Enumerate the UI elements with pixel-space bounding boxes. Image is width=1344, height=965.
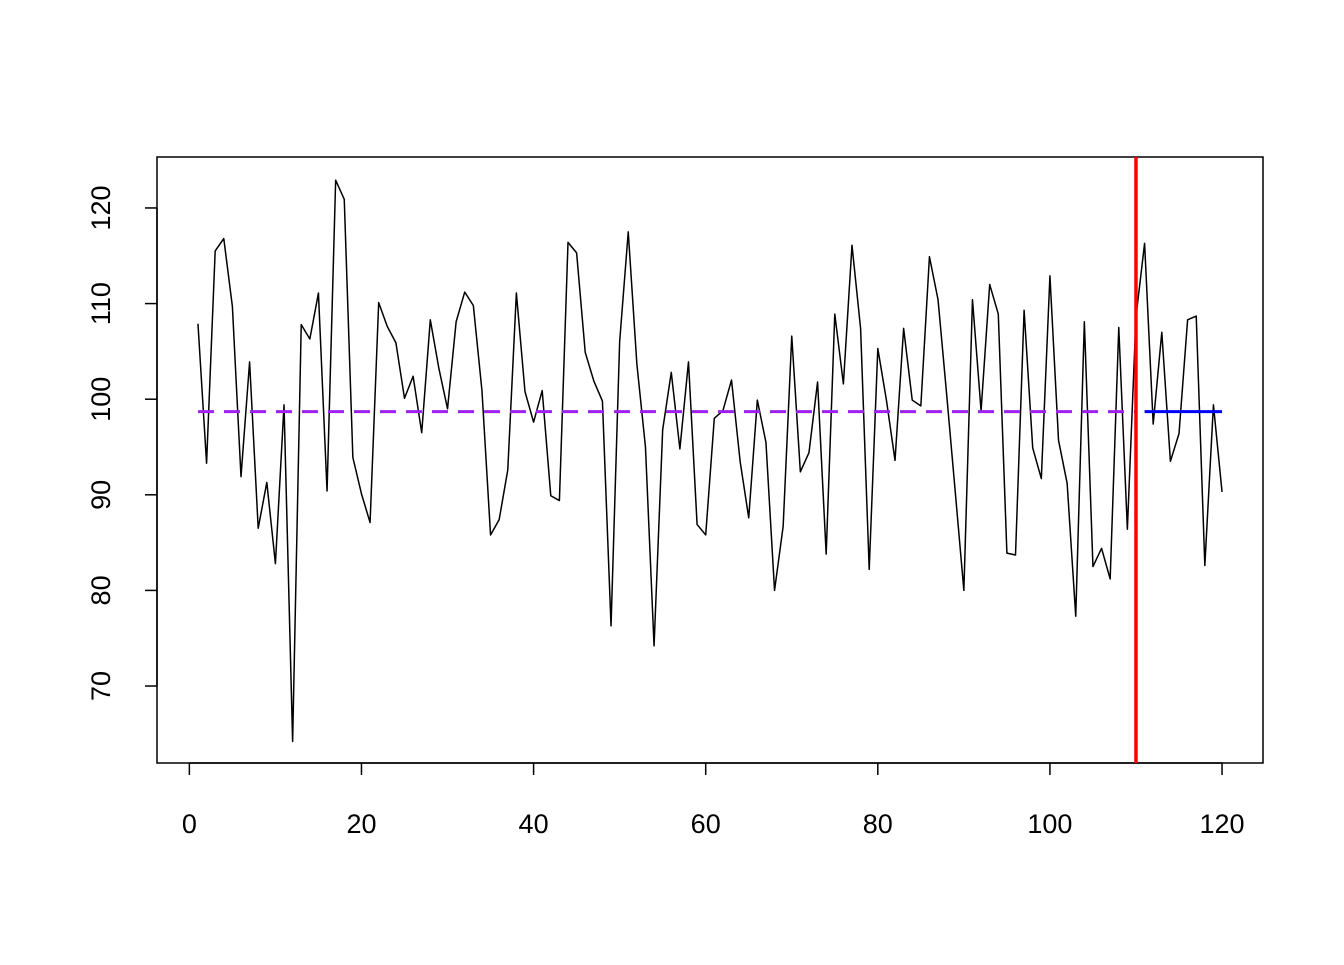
x-tick-label: 120 — [1200, 809, 1245, 839]
series-line — [197, 179, 1223, 743]
x-tick-label: 100 — [1027, 809, 1072, 839]
plot-box — [156, 156, 1264, 764]
y-tick-label: 70 — [86, 671, 116, 701]
x-tick-label: 0 — [182, 809, 197, 839]
x-tick-label: 60 — [691, 809, 721, 839]
y-tick-label: 80 — [86, 575, 116, 605]
y-tick-label: 90 — [86, 480, 116, 510]
x-tick-label: 80 — [863, 809, 893, 839]
y-tick-label: 120 — [86, 185, 116, 230]
y-tick-label: 100 — [86, 377, 116, 422]
x-tick-label: 20 — [346, 809, 376, 839]
x-tick-label: 40 — [519, 809, 549, 839]
y-tick-label: 110 — [86, 282, 116, 325]
